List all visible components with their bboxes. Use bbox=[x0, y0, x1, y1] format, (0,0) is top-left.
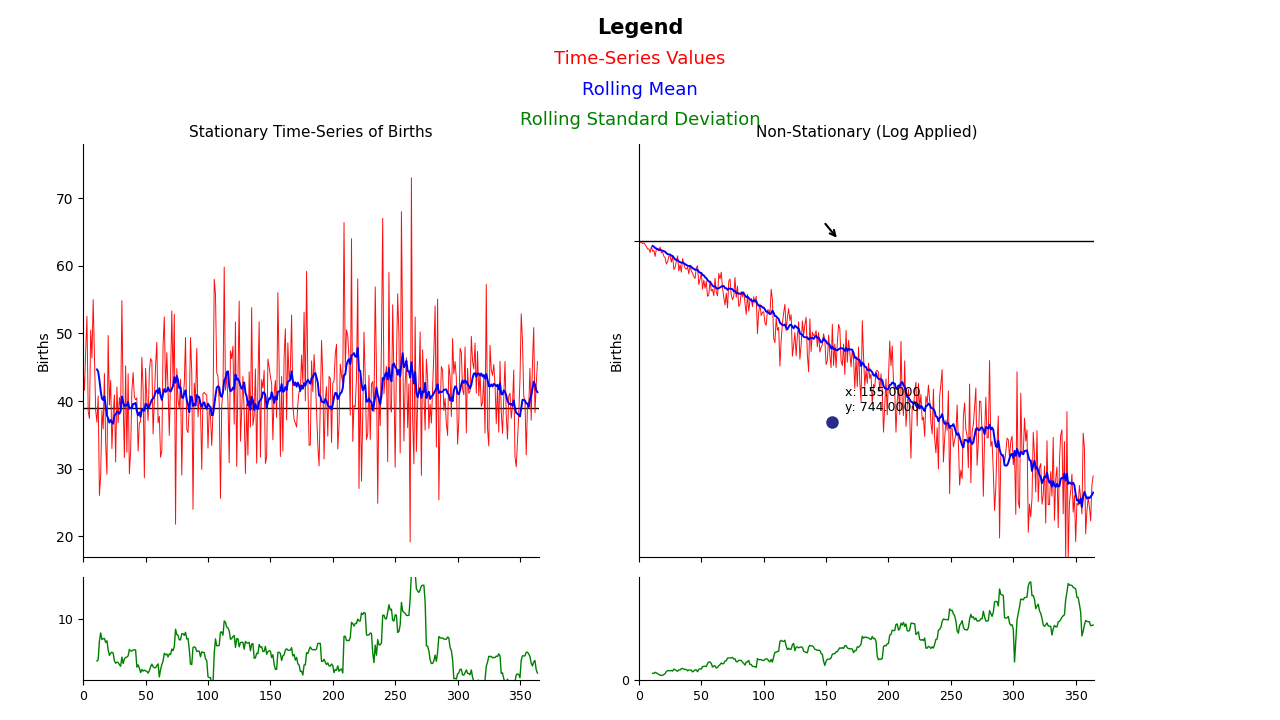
Text: Rolling Mean: Rolling Mean bbox=[582, 81, 698, 99]
Title: Non-Stationary (Log Applied): Non-Stationary (Log Applied) bbox=[756, 125, 978, 140]
Text: x: 155.0000
y: 744.0000: x: 155.0000 y: 744.0000 bbox=[845, 387, 920, 415]
Text: Rolling Standard Deviation: Rolling Standard Deviation bbox=[520, 111, 760, 129]
Text: Legend: Legend bbox=[596, 18, 684, 38]
Text: Time-Series Values: Time-Series Values bbox=[554, 50, 726, 68]
Y-axis label: Births: Births bbox=[609, 330, 623, 371]
Y-axis label: Births: Births bbox=[36, 330, 50, 371]
Title: Stationary Time-Series of Births: Stationary Time-Series of Births bbox=[189, 125, 433, 140]
